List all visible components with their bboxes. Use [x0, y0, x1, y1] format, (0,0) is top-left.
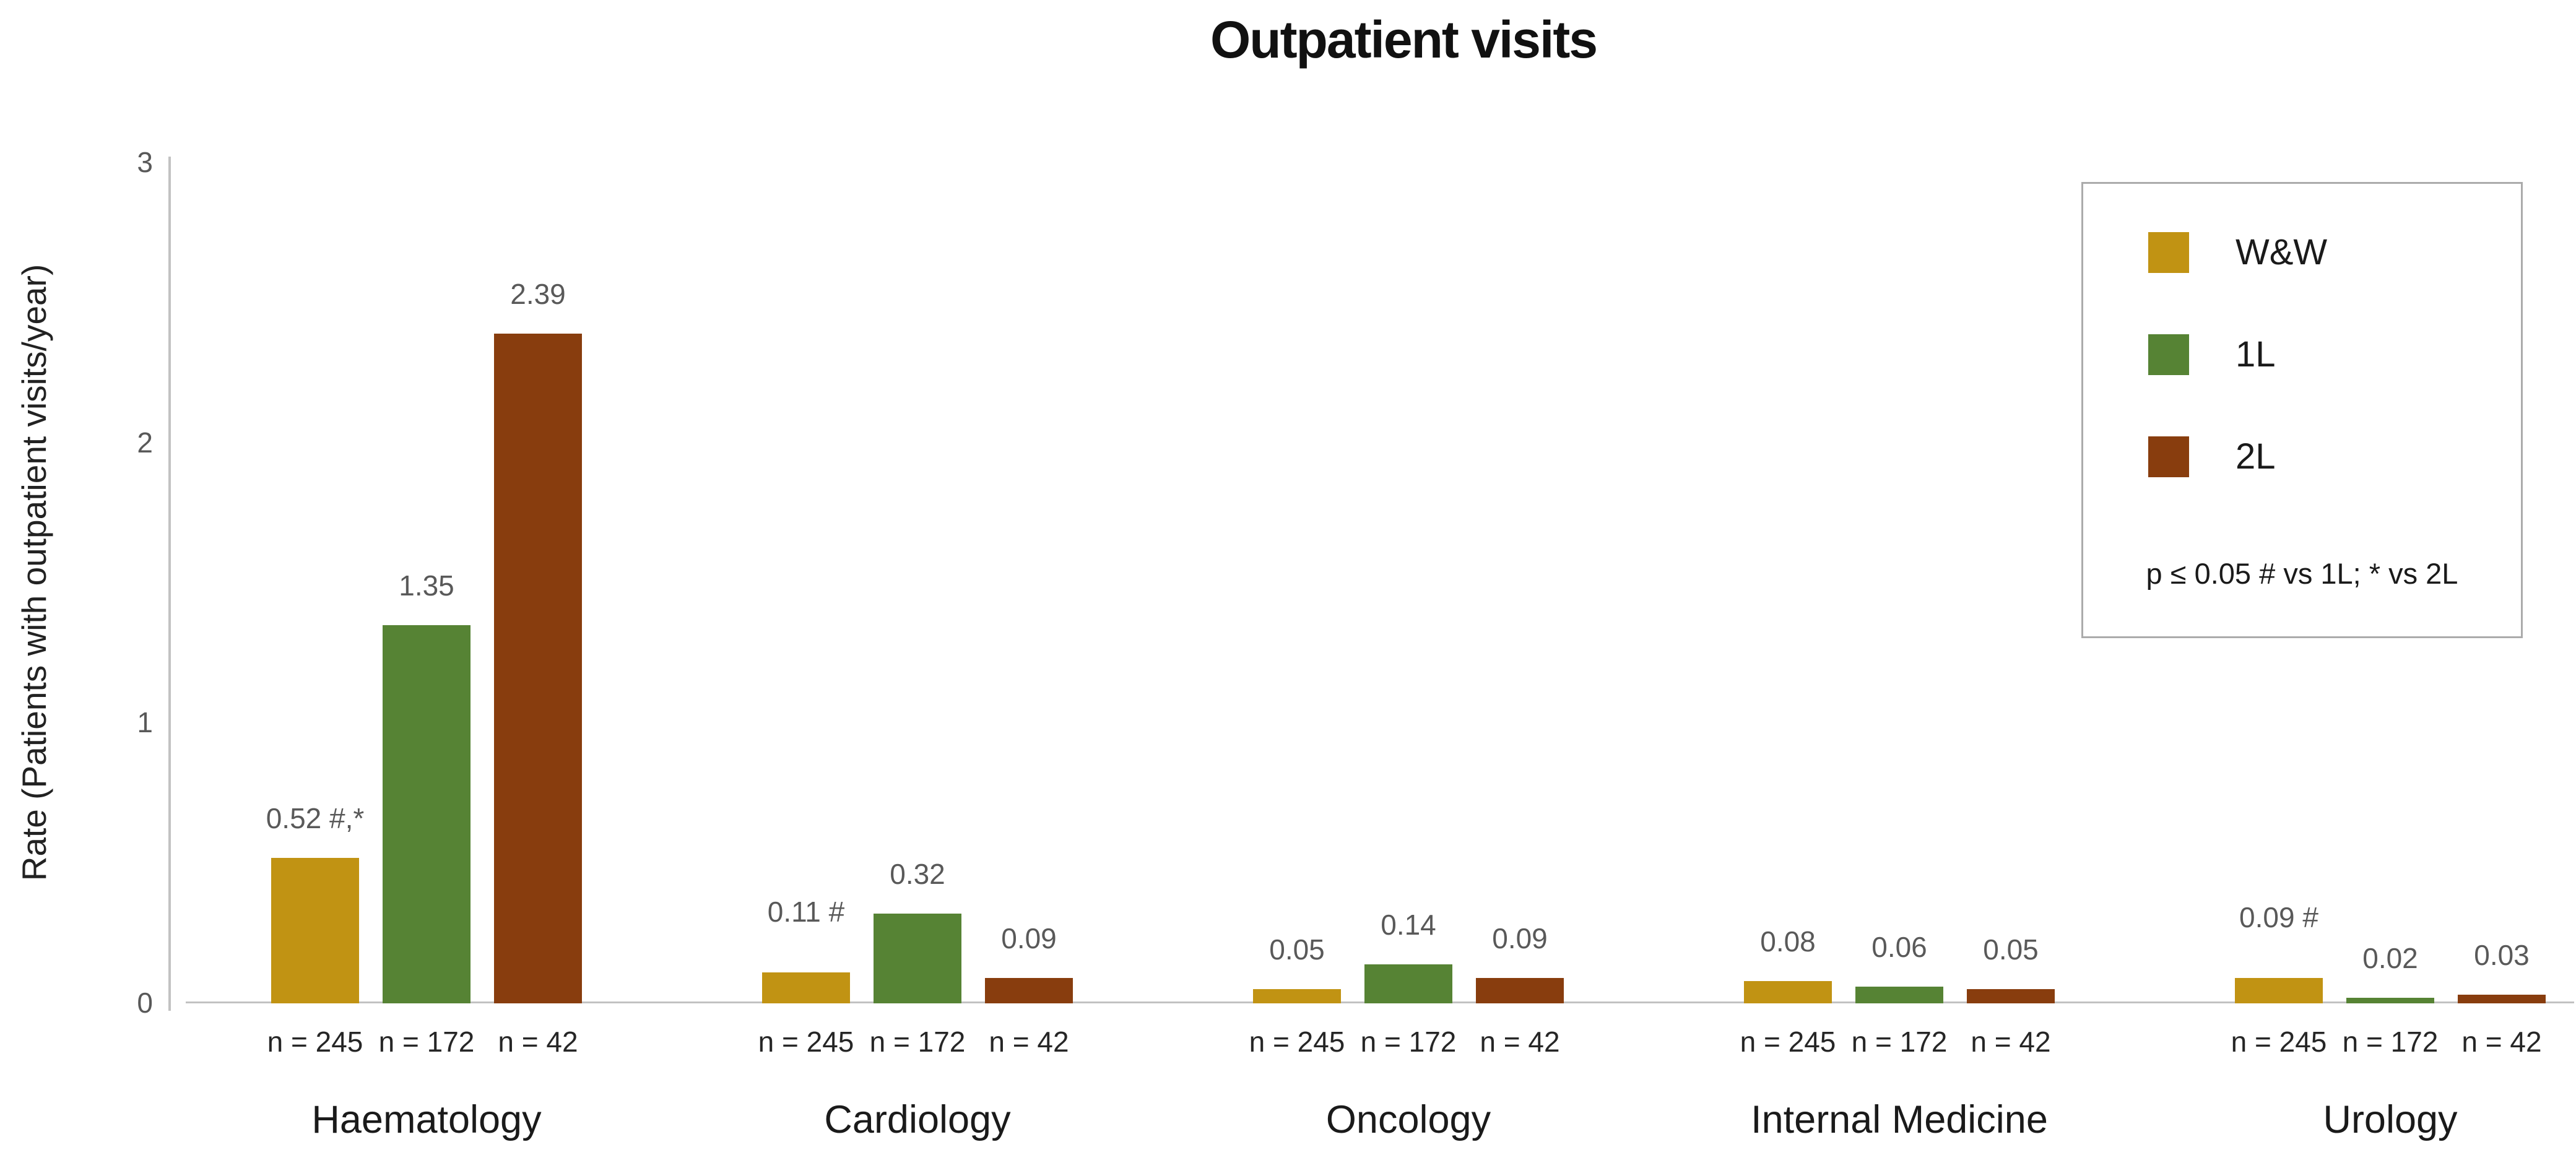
bar	[383, 625, 471, 1003]
second-line-color-swatch	[2148, 436, 2189, 477]
bar-value-label: 2.39	[510, 278, 566, 310]
bar-n-label: n = 245	[1740, 1026, 1836, 1058]
bar-n-label: n = 172	[1851, 1026, 1948, 1058]
bar-value-label: 0.09	[1492, 922, 1548, 954]
bar-value-label: 0.06	[1871, 931, 1927, 963]
legend-label-1l: 1L	[2236, 334, 2276, 374]
bar	[1476, 978, 1564, 1003]
bar-n-label: n = 245	[1249, 1026, 1345, 1058]
bar-n-label: n = 172	[378, 1026, 475, 1058]
y-axis-line	[168, 157, 171, 1011]
category-label: Haematology	[311, 1098, 542, 1141]
p-value-note: p ≤ 0.05 # vs 1L; * vs 2L	[2146, 557, 2458, 590]
bar-value-label: 1.35	[399, 569, 454, 602]
bar	[2346, 998, 2434, 1003]
bar-value-label: 0.02	[2362, 942, 2418, 974]
bar	[271, 858, 359, 1003]
bar-n-label: n = 245	[758, 1026, 854, 1058]
legend-label-2l: 2L	[2236, 436, 2276, 477]
bar-n-label: n = 42	[989, 1026, 1069, 1058]
bar-value-label: 0.03	[2474, 939, 2530, 971]
bar	[1744, 981, 1832, 1003]
bar-value-label: 0.14	[1381, 909, 1436, 941]
bar-value-label: 0.08	[1760, 925, 1816, 958]
legend-entry-1l: 1L	[2083, 334, 2521, 375]
bar-n-label: n = 245	[267, 1026, 363, 1058]
bar-value-label: 0.32	[890, 858, 945, 890]
y-tick-label: 2	[137, 426, 153, 459]
bar-value-label: 0.52 #,*	[266, 802, 365, 834]
bar-n-label: n = 42	[1480, 1026, 1560, 1058]
bar-value-label: 0.09 #	[2239, 901, 2318, 933]
bar	[1253, 989, 1341, 1003]
category-label: Urology	[2323, 1098, 2458, 1141]
bar-n-label: n = 42	[1971, 1026, 2051, 1058]
legend-entry-2l: 2L	[2083, 436, 2521, 477]
legend-entry-ww: W&W	[2083, 232, 2521, 273]
first-line-color-swatch	[2148, 334, 2189, 375]
y-axis-title: Rate (Patients with outpatient visits/ye…	[15, 264, 53, 881]
bar	[874, 914, 961, 1003]
bar-value-label: 0.11 #	[767, 896, 845, 928]
category-label: Cardiology	[824, 1098, 1011, 1141]
bar-n-label: n = 42	[2461, 1026, 2542, 1058]
bar-n-label: n = 172	[1360, 1026, 1457, 1058]
bar	[762, 972, 850, 1003]
bar-value-label: 0.05	[1983, 933, 2039, 966]
bar-n-label: n = 245	[2231, 1026, 2327, 1058]
category-label: Internal Medicine	[1751, 1098, 2048, 1141]
bar	[1855, 987, 1943, 1003]
bar	[494, 334, 582, 1003]
bar	[2458, 995, 2546, 1003]
bar	[2235, 978, 2323, 1003]
y-tick-label: 3	[137, 145, 153, 178]
bar-value-label: 0.05	[1269, 933, 1325, 966]
ww-color-swatch	[2148, 232, 2189, 273]
bar-n-label: n = 172	[2342, 1026, 2439, 1058]
y-tick-label: 1	[137, 706, 153, 739]
y-tick-label: 0	[137, 987, 153, 1019]
bar-value-label: 0.09	[1001, 922, 1057, 954]
bar	[985, 978, 1073, 1003]
bar-n-label: n = 172	[869, 1026, 966, 1058]
bar-n-label: n = 42	[498, 1026, 578, 1058]
chart-title: Outpatient visits	[1210, 11, 1598, 69]
bar	[1364, 964, 1452, 1003]
legend-label-ww: W&W	[2236, 232, 2328, 272]
bar	[1967, 989, 2055, 1003]
legend-box: W&W 1L 2L p ≤ 0.05 # vs 1L; * vs 2L	[2081, 182, 2523, 638]
category-label: Oncology	[1325, 1098, 1491, 1141]
